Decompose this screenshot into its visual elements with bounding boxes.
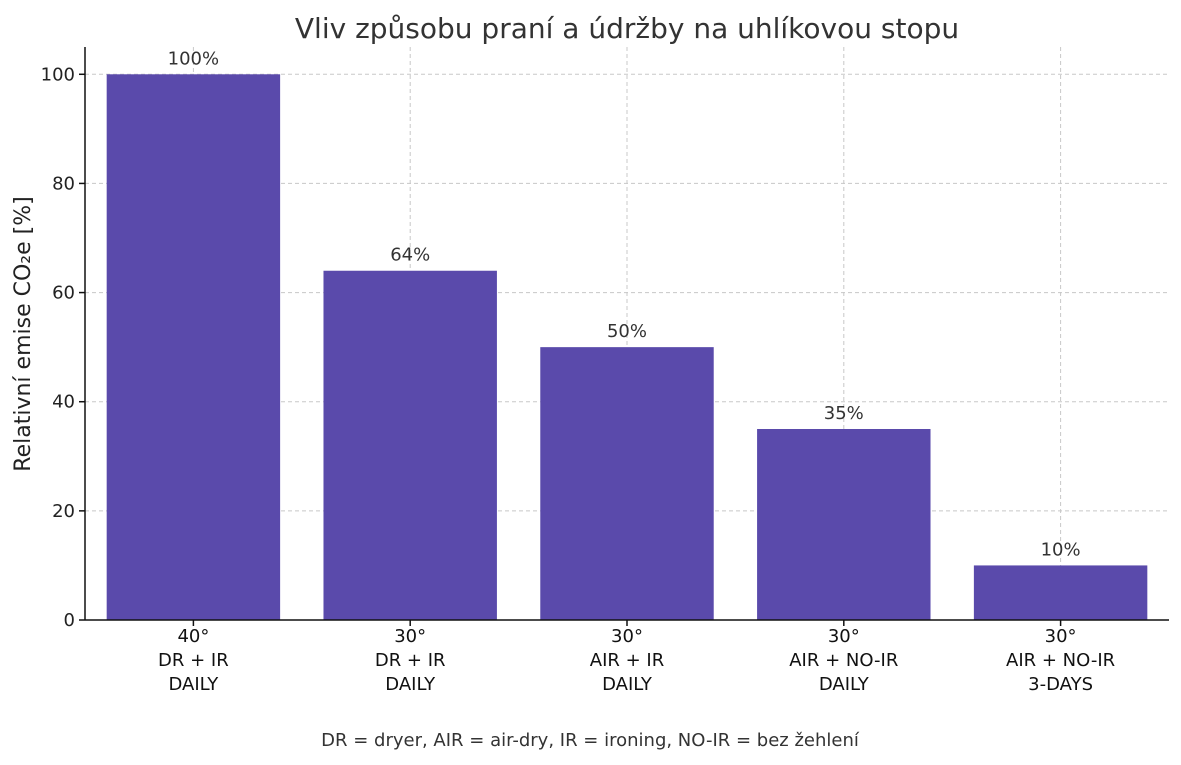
x-tick-label: 30° AIR + IR DAILY — [590, 626, 664, 695]
x-tick-label-line: 40° — [177, 626, 209, 647]
bar-data-label: 10% — [1041, 539, 1081, 560]
x-tick-label: 30° AIR + NO-IR DAILY — [789, 626, 898, 695]
bar — [323, 270, 497, 620]
bar-data-label: 64% — [390, 245, 430, 266]
x-tick-label-line: 30° — [394, 626, 426, 647]
x-tick-label-line: DAILY — [385, 674, 436, 695]
x-tick-label-line: DAILY — [168, 674, 219, 695]
bar-data-label: 100% — [168, 48, 219, 69]
x-tick-label-line: 30° — [1045, 626, 1077, 647]
x-tick-label-line: 30° — [828, 626, 860, 647]
x-tick-label-line: AIR + NO-IR — [789, 650, 898, 671]
x-tick-label-line: 30° — [611, 626, 643, 647]
legend-footnote: DR = dryer, AIR = air-dry, IR = ironing,… — [321, 730, 860, 751]
bar — [973, 565, 1148, 620]
x-tick-label-line: AIR + NO-IR — [1006, 650, 1115, 671]
axes — [79, 47, 1169, 626]
x-tick-label-line: DAILY — [602, 674, 653, 695]
x-tick-label-line: DR + IR — [158, 650, 229, 671]
x-tick-label-line: DR + IR — [375, 650, 446, 671]
chart-title: Vliv způsobu praní a údržby na uhlíkovou… — [295, 12, 959, 45]
y-axis-label: Relativní emise CO₂e [%] — [11, 196, 36, 471]
bar — [106, 74, 281, 621]
bars — [106, 74, 1148, 621]
x-tick-label-line: AIR + IR — [590, 650, 664, 671]
x-tick-label-line: DAILY — [819, 674, 870, 695]
bar — [540, 347, 714, 620]
y-tick-label: 0 — [64, 610, 75, 631]
y-tick-label: 40 — [52, 392, 75, 413]
x-tick-label: 30° AIR + NO-IR 3-DAYS — [1006, 626, 1115, 695]
x-tick-label-line: 3-DAYS — [1028, 674, 1093, 695]
y-tick-label: 80 — [52, 173, 75, 194]
bar-data-label: 50% — [607, 321, 647, 342]
x-tick-label: 40° DR + IR DAILY — [158, 626, 229, 695]
y-tick-label: 20 — [52, 501, 75, 522]
y-tick-label: 100 — [41, 64, 75, 85]
bar — [757, 429, 931, 620]
labels: 0 20 40 60 80 100 100% 40° DR + IR DAILY 64% 30° DR … — [41, 48, 1116, 695]
bar-data-label: 35% — [824, 403, 864, 424]
x-tick-label: 30° DR + IR DAILY — [375, 626, 446, 695]
y-tick-label: 60 — [52, 283, 75, 304]
